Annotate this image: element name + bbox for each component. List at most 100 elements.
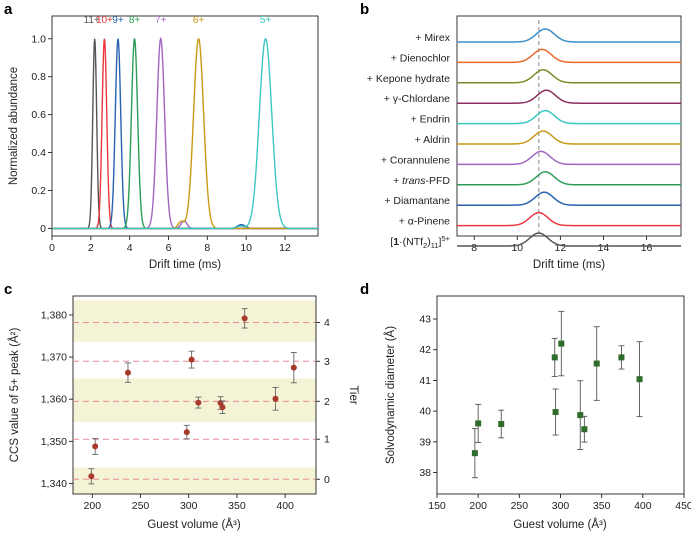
panel-b-trace — [457, 48, 681, 64]
panel-c-x-tick-label: 300 — [180, 500, 198, 512]
panel-b-trace — [457, 211, 681, 227]
panel-c-tier-band — [73, 378, 316, 422]
panel-c-x-tick-label: 200 — [84, 500, 102, 512]
panel-d-y-tick-label: 38 — [419, 467, 431, 479]
label-superscript: 5+ — [441, 234, 450, 243]
panel-d-data-point — [551, 354, 558, 361]
panel-c-y-tick-label: 1,380 — [41, 309, 67, 321]
label-part-italic: trans — [402, 175, 426, 187]
panel-c-data-point — [92, 443, 99, 450]
panel-a-peak-label: 11+ — [84, 15, 100, 26]
panel-b-trace-labels: + Mirex + Dienochlor + Kepone hydrate + γ-C… — [367, 32, 451, 250]
panel-a-y-axis-label: Normalized abundance — [8, 67, 20, 185]
panel-c-right-axis-label: Tier — [347, 385, 359, 405]
panel-a-x-tick-label: 4 — [127, 242, 133, 254]
panel-c-tier-band — [73, 467, 316, 494]
panel-c-tier-label: 1 — [324, 434, 330, 446]
panel-d-data-point — [581, 426, 588, 433]
panel-b-x-tick-label: 12 — [555, 242, 567, 254]
panel-b-trace-label: + Aldrin — [415, 134, 450, 146]
panel-a-x-tick-label: 0 — [49, 242, 55, 254]
panel-d-data-point — [636, 376, 643, 383]
panel-d-x-tick-label: 300 — [552, 500, 570, 512]
panel-b-trace-label: + α-Pinene — [399, 216, 450, 228]
panel-d-ticks: 150 200 250 300 350 400 450 38 39 40 41 42 43 — [419, 314, 691, 512]
panel-c-tier-bands — [73, 300, 316, 494]
panel-c-y-tick-label: 1,340 — [41, 478, 67, 490]
panel-c-x-tick-label: 400 — [276, 500, 294, 512]
panel-d-x-tick-label: 350 — [593, 500, 611, 512]
panel-c-plot-frame — [72, 295, 317, 495]
panel-d-data-point — [552, 409, 559, 416]
panel-a-peak-label: 10+ — [96, 15, 113, 26]
panel-a-peak-label: 7+ — [155, 15, 167, 26]
panel-b-x-tick-label: 14 — [598, 242, 610, 254]
panel-d-chart: 150 200 250 300 350 400 450 38 39 40 41 42 43 Guest … — [384, 295, 691, 531]
panel-c-y-axis-label: CCS value of 5+ peak (Å²) — [8, 328, 21, 463]
panel-b-chart: 8 10 12 14 16 + Mirex+ Dienochlor+ Kepone hy… — [367, 15, 682, 271]
panel-a-y-tick-label: 0.8 — [31, 71, 46, 83]
panel-a-y-tick-label: 0.4 — [31, 147, 46, 159]
panel-letter-b: b — [360, 1, 369, 18]
panel-a-x-tick-label: 2 — [88, 242, 94, 254]
panel-b-traces — [457, 28, 681, 247]
panel-d-data-point — [558, 340, 565, 347]
panel-a-y-tick-label: 0.2 — [31, 185, 46, 197]
panel-d-y-tick-label: 41 — [419, 375, 431, 387]
label-part: + — [393, 175, 402, 187]
panel-b-trace — [457, 89, 681, 104]
panel-c-y-tick-label: 1,370 — [41, 352, 67, 364]
panel-c-y-tick-label: 1,350 — [41, 436, 67, 448]
panel-c-x-tick-label: 250 — [132, 500, 150, 512]
panel-d-x-tick-label: 200 — [469, 500, 487, 512]
panel-d-x-tick-label: 250 — [511, 500, 529, 512]
panel-d-x-tick-label: 450 — [675, 500, 691, 512]
label-part: -PFD — [426, 175, 451, 187]
panel-letter-c: c — [4, 281, 12, 298]
panel-c-tier-label: 0 — [324, 474, 330, 486]
panel-a-y-tick-label: 0.6 — [31, 109, 46, 121]
panel-d-y-tick-label: 39 — [419, 436, 431, 448]
panel-c-data-point — [195, 399, 202, 406]
panel-d-y-axis-label: Solvodynamic diameter (Å) — [384, 326, 397, 464]
panel-d-data-point — [498, 421, 505, 428]
panel-a-x-axis-label: Drift time (ms) — [149, 259, 221, 271]
panel-a-y-tick-label: 1.0 — [31, 33, 46, 45]
panel-d-x-tick-label: 150 — [428, 500, 446, 512]
panel-a-peak-labels: 11+10+ 9+ 8+ 7+ 6+ 5+ — [84, 15, 272, 26]
panel-a-peak-label: 9+ — [112, 15, 124, 26]
panel-b-trace-label: [1·(NTf2)11]5+ — [390, 234, 450, 250]
panel-b-trace — [457, 171, 681, 186]
panel-a-x-tick-label: 12 — [279, 242, 291, 254]
label-part: [ — [390, 236, 393, 248]
panel-c-chart: 0 1 2 3 4 200 250 300 350 400 1,340 1,350 1,360 1,370… — [8, 295, 359, 531]
panel-a-peak-label: 8+ — [129, 15, 141, 26]
panel-c-data-point — [124, 369, 131, 376]
panel-c-y-tick-label: 1,360 — [41, 394, 67, 406]
panel-a-x-tick-label: 8 — [204, 242, 210, 254]
panel-a-chart: 0 2 4 6 8 10 12 0 0.2 0.4 0.6 0.8 1.0 11+10+ 9+ 8+ 7+ 6+… — [8, 15, 319, 271]
panel-b-trace-label: + Corannulene — [381, 154, 450, 166]
panel-b-trace — [457, 69, 681, 84]
panel-letter-d: d — [360, 281, 369, 298]
panel-b-trace — [457, 130, 681, 145]
panel-b-trace-label: + γ-Chlordane — [384, 93, 450, 105]
panel-d-x-axis-label: Guest volume (Å³) — [513, 518, 606, 531]
label-subscript: 2 — [423, 241, 427, 250]
label-part: ] — [439, 236, 442, 248]
panel-c-data-point — [290, 364, 297, 371]
panel-b-trace-label: + Endrin — [411, 114, 451, 126]
panel-c-tier-label: 2 — [324, 396, 330, 408]
panel-c-data-point — [88, 473, 95, 480]
panel-d-x-tick-label: 400 — [634, 500, 652, 512]
panel-c-data-point — [272, 395, 279, 402]
panel-d-data-point — [577, 412, 584, 419]
panel-letter-a: a — [4, 1, 13, 18]
panel-a-peak-label: 5+ — [260, 15, 272, 26]
panel-b-x-tick-label: 10 — [511, 242, 523, 254]
panel-b-trace-label: + Kepone hydrate — [367, 73, 450, 85]
panel-b-trace — [457, 150, 681, 166]
panel-a-y-tick-label: 0 — [40, 223, 46, 235]
panel-b-trace-label: + Dienochlor — [391, 52, 451, 64]
panel-d-y-tick-label: 43 — [419, 314, 431, 326]
